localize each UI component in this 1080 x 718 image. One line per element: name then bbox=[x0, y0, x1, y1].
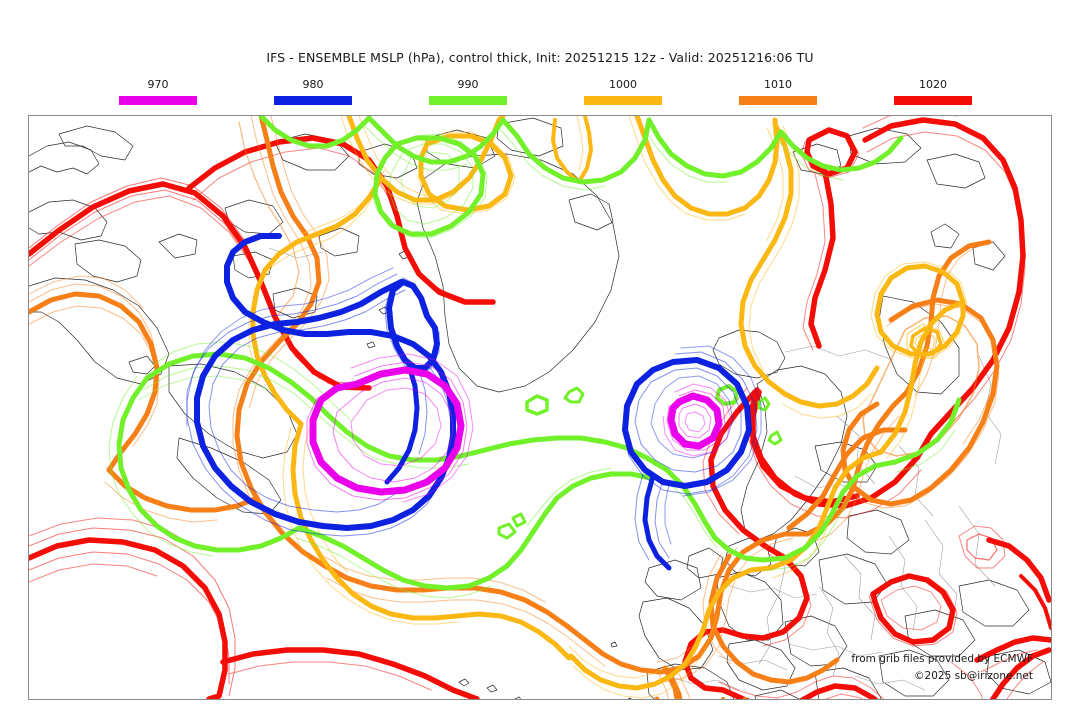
legend-label-1020: 1020 bbox=[919, 78, 947, 91]
legend-swatch-970 bbox=[119, 96, 197, 105]
legend-item-970: 970 bbox=[103, 78, 213, 105]
copyright-credit: ©2025 sb@irizone.net bbox=[914, 670, 1033, 682]
isobar-980-hpa bbox=[186, 233, 762, 571]
legend-item-980: 980 bbox=[258, 78, 368, 105]
isobar-1010-hpa bbox=[29, 116, 1000, 699]
legend-item-1010: 1010 bbox=[723, 78, 833, 105]
legend-item-1020: 1020 bbox=[878, 78, 988, 105]
legend-label-1000: 1000 bbox=[609, 78, 637, 91]
contour-legend: 970 980 990 1000 1010 1020 bbox=[0, 78, 1080, 108]
legend-swatch-980 bbox=[274, 96, 352, 105]
country-border-layer bbox=[268, 247, 1002, 691]
source-credit: from grib files provided by ECMWF bbox=[851, 653, 1033, 665]
legend-label-990: 990 bbox=[457, 78, 479, 91]
legend-label-980: 980 bbox=[302, 78, 324, 91]
legend-item-990: 990 bbox=[413, 78, 523, 105]
legend-swatch-1020 bbox=[894, 96, 972, 105]
legend-swatch-1010 bbox=[739, 96, 817, 105]
isobar-1020-hpa bbox=[29, 116, 1051, 699]
isobar-990-hpa bbox=[108, 116, 962, 599]
legend-swatch-1000 bbox=[584, 96, 662, 105]
legend-item-1000: 1000 bbox=[568, 78, 678, 105]
coastline-layer bbox=[29, 117, 1051, 699]
chart-title: IFS - ENSEMBLE MSLP (hPa), control thick… bbox=[266, 50, 814, 65]
legend-label-970: 970 bbox=[147, 78, 169, 91]
isobar-970-hpa bbox=[306, 353, 732, 503]
legend-swatch-990 bbox=[429, 96, 507, 105]
legend-label-1010: 1010 bbox=[764, 78, 792, 91]
map-panel: from grib files provided by ECMWF ©2025 … bbox=[28, 115, 1052, 700]
map-canvas bbox=[29, 116, 1051, 699]
